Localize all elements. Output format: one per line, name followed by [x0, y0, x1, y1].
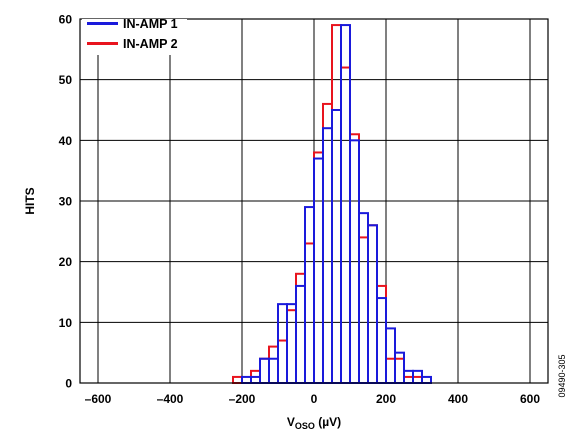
plot-frame — [79, 18, 549, 384]
legend-label-in-amp-2: IN-AMP 2 — [123, 37, 178, 51]
x-axis-label-main: V — [287, 415, 295, 429]
legend-label-in-amp-1: IN-AMP 1 — [123, 17, 178, 31]
y-tick-label: 20 — [59, 255, 73, 269]
x-tick-label: 400 — [448, 392, 468, 406]
x-tick-label: –600 — [85, 392, 112, 406]
y-tick-label: 40 — [59, 134, 73, 148]
x-axis-label-subscript: OSO — [295, 421, 315, 431]
y-tick-label: 10 — [59, 316, 73, 330]
y-tick-label: 30 — [59, 195, 73, 209]
figure-id: 09490-305 — [557, 354, 567, 397]
y-tick-label: 60 — [59, 13, 73, 27]
y-axis-label: HITS — [23, 187, 37, 214]
y-tick-label: 0 — [65, 377, 72, 391]
x-axis-label: VOSO (µV) — [287, 415, 341, 431]
legend: IN-AMP 1 IN-AMP 2 — [82, 17, 187, 55]
axis-ticks: –600 –400 –200 0 200 400 600 0 10 20 30 40 50 60 — [59, 13, 541, 407]
x-tick-label: –400 — [157, 392, 184, 406]
x-tick-label: 600 — [520, 392, 540, 406]
x-axis-label-unit: (µV) — [315, 415, 341, 429]
y-tick-label: 50 — [59, 73, 73, 87]
x-tick-label: 0 — [311, 392, 318, 406]
x-tick-label: –200 — [229, 392, 256, 406]
x-tick-label: 200 — [376, 392, 396, 406]
